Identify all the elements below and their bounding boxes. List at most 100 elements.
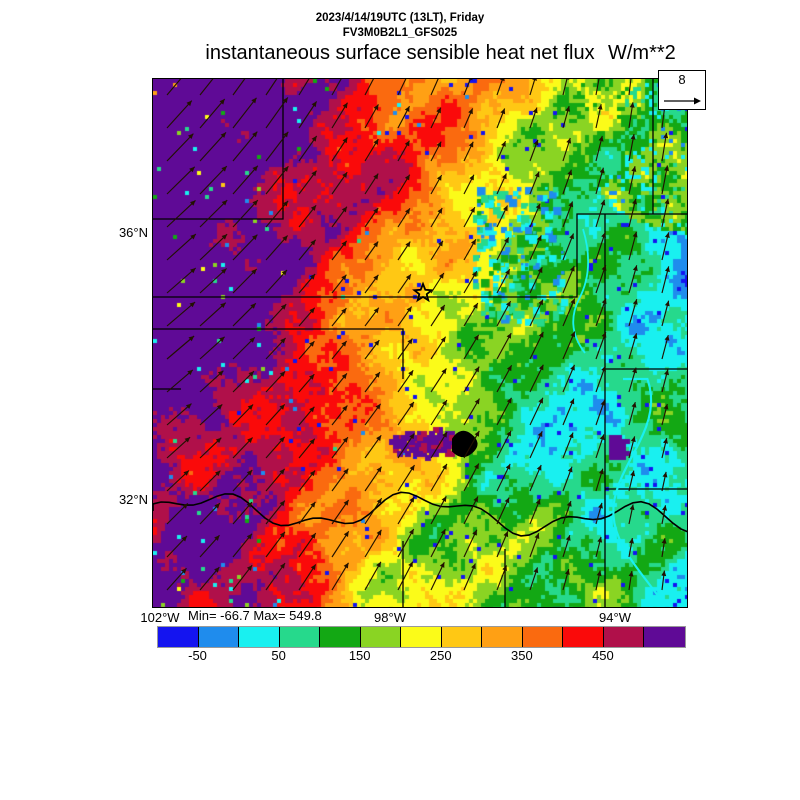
colorbar-segment-8[interactable] — [482, 627, 523, 647]
wind-vector — [562, 398, 575, 426]
wind-vector — [364, 371, 381, 393]
colorbar-segment-6[interactable] — [401, 627, 442, 647]
wind-vector — [529, 533, 540, 558]
wind-vector — [661, 165, 669, 195]
colorbar-segment-12[interactable] — [644, 627, 685, 647]
wind-vector — [496, 365, 513, 393]
wind-vector — [430, 463, 448, 492]
wind-vector — [628, 299, 638, 327]
wind-vector — [331, 530, 350, 558]
wind-vector — [397, 464, 415, 492]
map-plot-area[interactable] — [152, 78, 688, 608]
wind-vector — [430, 141, 442, 162]
wind-vector — [199, 502, 221, 525]
wind-vector — [397, 433, 415, 459]
wind-vector — [397, 561, 414, 591]
wind-vector — [661, 369, 669, 393]
model-title: FV3M0B2L1_GFS025 — [342, 27, 458, 39]
wind-vector — [232, 404, 254, 426]
wind-vector — [496, 205, 509, 228]
wind-vector — [298, 564, 317, 591]
wind-vector — [430, 272, 445, 294]
wind-vector — [529, 397, 544, 426]
wind-vector — [298, 170, 317, 195]
wind-vector — [364, 561, 382, 591]
wind-vector — [199, 437, 222, 459]
wind-vector — [199, 268, 227, 294]
colorbar-segment-1[interactable] — [198, 627, 240, 647]
colorbar-tick-250: 250 — [429, 648, 452, 663]
wind-vector — [661, 266, 670, 294]
wind-vector — [331, 102, 348, 129]
wind-vector — [463, 463, 480, 492]
wind-vector — [331, 405, 348, 426]
wind-vector — [265, 79, 278, 96]
wind-vector — [397, 496, 415, 525]
star-marker[interactable] — [412, 281, 434, 303]
wind-vector — [298, 501, 316, 525]
wind-vector — [166, 470, 190, 492]
wind-vector — [595, 199, 606, 228]
wind-vector — [562, 265, 575, 294]
wind-vector — [166, 502, 189, 525]
colorbar-segment-2[interactable] — [239, 627, 280, 647]
wind-vector — [463, 239, 477, 261]
wind-vector — [298, 470, 316, 492]
wind-vector — [463, 366, 480, 393]
colorbar-segment-7[interactable] — [441, 627, 483, 647]
wind-vector — [562, 298, 576, 327]
wind-vector — [232, 131, 258, 162]
wind-vector — [661, 538, 667, 558]
wind-vector — [430, 528, 446, 558]
wind-vector — [430, 79, 441, 96]
wind-vector — [430, 561, 445, 591]
colorbar-segment-3[interactable] — [279, 627, 321, 647]
colorbar-segment-4[interactable] — [320, 627, 361, 647]
wind-vector — [628, 333, 638, 360]
wind-vector — [364, 241, 379, 261]
wind-vector — [232, 79, 246, 96]
wind-vector — [364, 138, 379, 162]
wind-vector — [166, 233, 197, 261]
wind-vector — [463, 270, 478, 294]
minmax-stats: Min= -66.7 Max= 549.8 — [188, 608, 322, 623]
wind-vector — [595, 502, 603, 525]
wind-vector — [628, 401, 637, 426]
wind-vector — [562, 432, 574, 459]
wind-vector — [166, 535, 188, 558]
wind-vector — [661, 300, 670, 327]
wind-vector — [430, 174, 443, 195]
wind-vector — [397, 273, 412, 294]
wind-vector — [364, 497, 383, 525]
wind-vector — [595, 79, 600, 96]
datetime-title: 2023/4/14/19UTC (13LT), Friday — [315, 12, 485, 24]
wind-vector — [364, 79, 375, 96]
wind-vector — [166, 436, 191, 459]
wind-vector — [298, 135, 318, 162]
wind-vector — [595, 135, 604, 162]
colorbar-segment-9[interactable] — [522, 627, 564, 647]
colorbar-segment-10[interactable] — [563, 627, 604, 647]
colorbar-tick-350: 350 — [510, 648, 533, 663]
wind-vector — [166, 369, 194, 393]
colorbar-segment-0[interactable] — [158, 627, 199, 647]
colorbar-segment-11[interactable] — [603, 627, 645, 647]
wind-vector — [199, 566, 220, 591]
wind-vector — [595, 264, 607, 294]
wind-vector — [265, 562, 286, 591]
wind-vector — [430, 431, 448, 459]
wind-vector — [628, 470, 636, 492]
colorbar-segment-5[interactable] — [360, 627, 402, 647]
wind-vector — [298, 307, 316, 327]
wind-vector — [496, 300, 512, 327]
wind-vector — [199, 79, 214, 96]
colorbar-tick-50: 50 — [271, 648, 286, 663]
colorbar[interactable] — [157, 626, 686, 648]
wind-vector — [199, 199, 228, 228]
wind-vector — [298, 204, 317, 228]
wind-vector — [298, 340, 315, 360]
wind-vector — [265, 303, 287, 327]
wind-vector — [595, 434, 605, 459]
wind-vector — [265, 131, 289, 162]
wind-vector — [430, 304, 446, 327]
